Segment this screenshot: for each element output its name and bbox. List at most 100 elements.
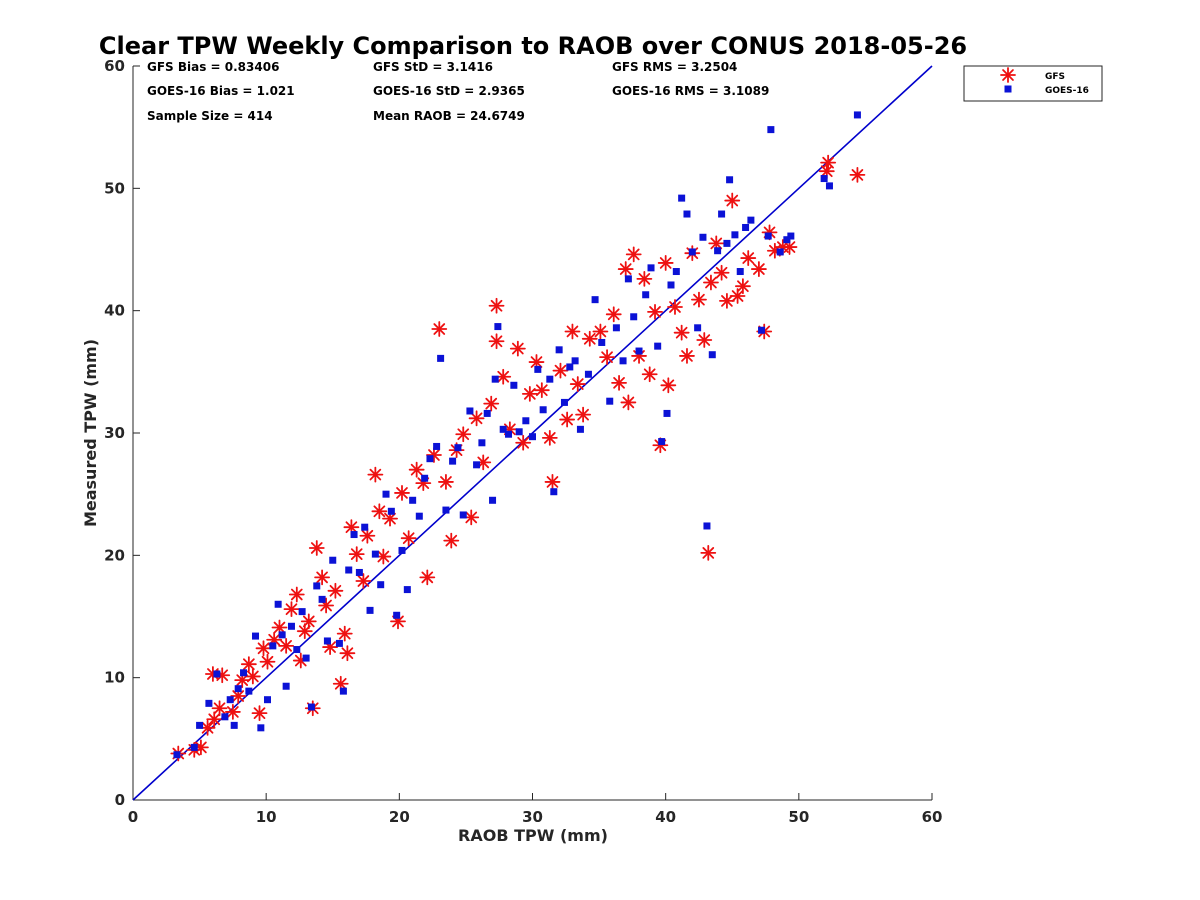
goes-rms-stat: GOES-16 RMS = 3.1089 bbox=[612, 84, 769, 98]
goes16-point bbox=[403, 586, 411, 594]
gfs-point bbox=[199, 719, 216, 736]
goes16-point bbox=[591, 296, 599, 304]
gfs-series bbox=[170, 154, 866, 762]
gfs-point bbox=[488, 333, 505, 350]
gfs-point bbox=[696, 332, 713, 348]
goes16-point bbox=[230, 721, 238, 729]
goes16-point bbox=[658, 438, 666, 446]
goes16-point bbox=[221, 713, 229, 721]
gfs-point bbox=[617, 261, 634, 277]
legend-gfs-asterisk bbox=[1000, 67, 1016, 83]
gfs-point bbox=[408, 461, 425, 478]
goes16-point bbox=[449, 457, 457, 465]
goes16-point bbox=[350, 531, 358, 539]
goes16-point bbox=[642, 291, 650, 299]
goes16-point bbox=[672, 268, 680, 276]
gfs-point bbox=[224, 704, 241, 720]
gfs-point bbox=[283, 601, 300, 618]
goes16-point bbox=[377, 581, 385, 589]
goes16-point bbox=[678, 194, 686, 202]
goes16-point bbox=[293, 646, 301, 654]
legend-gfs-label: GFS bbox=[1045, 72, 1065, 82]
goes16-point bbox=[278, 631, 286, 639]
gfs-point bbox=[673, 324, 690, 341]
gfs-point bbox=[300, 613, 317, 630]
goes16-point bbox=[426, 455, 434, 463]
gfs-point bbox=[679, 348, 695, 364]
gfs-point bbox=[438, 474, 454, 490]
y-axis-label: Measured TPW (mm) bbox=[81, 339, 100, 527]
gfs-point bbox=[259, 653, 276, 670]
goes16-point bbox=[190, 743, 198, 751]
gfs-point bbox=[336, 625, 353, 642]
goes16-point bbox=[433, 442, 441, 450]
y-tick-label: 40 bbox=[104, 302, 125, 320]
goes16-point bbox=[539, 406, 547, 414]
goes16-point bbox=[683, 210, 691, 218]
goes16-point bbox=[257, 724, 265, 732]
goes16-point bbox=[630, 313, 638, 321]
gfs-point bbox=[552, 362, 569, 379]
goes16-point bbox=[667, 281, 675, 289]
goes16-point bbox=[491, 375, 499, 383]
gfs-point bbox=[849, 166, 866, 183]
goes16-point bbox=[478, 439, 486, 447]
goes16-point bbox=[825, 182, 833, 190]
y-tick-label: 0 bbox=[115, 791, 125, 809]
gfs-point bbox=[327, 582, 344, 599]
y-ticks: 0 10 20 30 40 50 60 bbox=[104, 57, 140, 809]
gfs-point bbox=[339, 645, 356, 662]
x-tick-label: 20 bbox=[389, 808, 410, 826]
goes16-point bbox=[555, 346, 563, 354]
goes16-point bbox=[263, 696, 271, 704]
goes16-point bbox=[318, 595, 326, 603]
gfs-point bbox=[230, 688, 247, 704]
goes16-point bbox=[510, 381, 518, 389]
gfs-point bbox=[355, 573, 372, 589]
goes16-point bbox=[234, 685, 242, 693]
goes16-point bbox=[505, 430, 513, 438]
gfs-point bbox=[419, 569, 436, 586]
x-tick-label: 60 bbox=[922, 808, 943, 826]
goes16-point bbox=[742, 223, 750, 231]
goes16-point bbox=[571, 357, 579, 365]
gfs-point bbox=[611, 374, 627, 391]
goes16-point bbox=[546, 375, 554, 383]
gfs-point bbox=[495, 368, 512, 385]
goes16-point bbox=[584, 370, 592, 378]
gfs-point bbox=[400, 530, 417, 547]
goes16-point bbox=[355, 568, 363, 576]
gfs-std-stat: GFS StD = 3.1416 bbox=[373, 60, 493, 74]
gfs-point bbox=[359, 527, 376, 544]
goes16-point bbox=[415, 512, 423, 520]
goes16-point bbox=[409, 496, 417, 504]
goes16-point bbox=[398, 546, 406, 554]
gfs-point bbox=[620, 394, 637, 411]
gfs-point bbox=[343, 519, 360, 536]
legend-goes16-label: GOES-16 bbox=[1045, 86, 1089, 96]
gfs-point bbox=[691, 291, 707, 308]
gfs-point bbox=[541, 429, 558, 446]
goes16-point bbox=[245, 687, 253, 695]
goes16-series bbox=[173, 111, 861, 759]
gfs-point bbox=[660, 377, 677, 394]
gfs-point bbox=[308, 540, 325, 556]
gfs-point bbox=[703, 274, 719, 291]
one-to-one-reference-line bbox=[132, 65, 933, 801]
goes16-point bbox=[269, 642, 277, 650]
gfs-point bbox=[713, 264, 730, 281]
chart-title: Clear TPW Weekly Comparison to RAOB over… bbox=[99, 32, 967, 60]
goes16-point bbox=[252, 632, 260, 640]
gfs-point bbox=[667, 299, 683, 315]
legend-goes16-marker bbox=[1004, 85, 1012, 93]
goes16-point bbox=[466, 407, 474, 415]
goes16-point bbox=[635, 347, 643, 355]
goes16-point bbox=[387, 507, 395, 515]
gfs-point bbox=[559, 411, 576, 428]
gfs-point bbox=[750, 261, 767, 277]
goes16-point bbox=[853, 111, 861, 119]
gfs-point bbox=[657, 255, 674, 271]
goes16-point bbox=[576, 425, 584, 433]
goes16-point bbox=[196, 721, 204, 729]
goes16-point bbox=[274, 600, 282, 608]
